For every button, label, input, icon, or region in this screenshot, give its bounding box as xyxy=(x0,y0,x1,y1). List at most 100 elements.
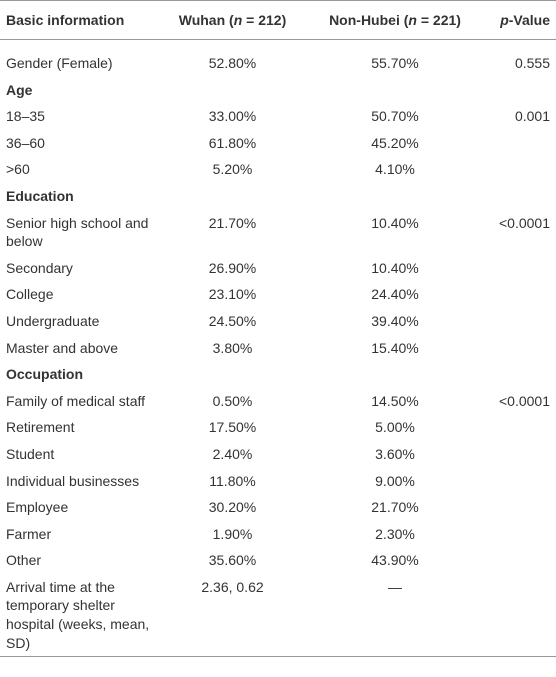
header-text: -Value xyxy=(508,12,550,28)
cell: Secondary xyxy=(6,259,73,276)
header-text: Wuhan ( xyxy=(178,12,234,28)
cell: 35.60% xyxy=(208,552,257,569)
cell xyxy=(495,130,556,157)
header-text: Basic information xyxy=(6,12,125,28)
cell: Master and above xyxy=(6,339,119,356)
table-row: >60 5.20% 4.10% xyxy=(0,156,556,183)
header-text: Non-Hubei ( xyxy=(329,12,409,28)
cell: 3.60% xyxy=(375,445,415,462)
cell: 0.555 xyxy=(514,55,550,71)
cell: 18–35 xyxy=(6,108,45,125)
cell: 10.40% xyxy=(371,214,419,231)
cell: 50.70% xyxy=(371,108,419,125)
cell: 33.00% xyxy=(208,108,257,125)
cell: Student xyxy=(6,445,55,462)
cell xyxy=(495,574,556,657)
cell: <0.0001 xyxy=(499,214,550,231)
table-row: Employee 30.20% 21.70% xyxy=(0,494,556,521)
table-row: Undergraduate 24.50% 39.40% xyxy=(0,308,556,335)
cell: 14.50% xyxy=(371,392,419,409)
cell: 23.10% xyxy=(208,286,257,303)
cell: 1.90% xyxy=(212,525,253,542)
table-row: College 23.10% 24.40% xyxy=(0,281,556,308)
cell xyxy=(495,308,556,335)
cell: 9.00% xyxy=(375,472,415,489)
cell: 21.70% xyxy=(208,214,257,231)
cell: 21.70% xyxy=(371,499,419,516)
table-header: Basic information Wuhan (n = 212) Non-Hube… xyxy=(0,0,556,40)
cell: 0.50% xyxy=(212,392,253,409)
cell: 52.80% xyxy=(208,55,257,71)
cell: 43.90% xyxy=(371,552,419,569)
cell: 4.10% xyxy=(375,161,415,178)
table-row: Student 2.40% 3.60% xyxy=(0,441,556,468)
cell xyxy=(495,255,556,282)
cell: Farmer xyxy=(6,525,52,542)
table-row: Senior high school and below 21.70% 10.40%… xyxy=(0,210,556,255)
cell: 2.40% xyxy=(212,445,253,462)
header-cell: Non-Hubei (n = 221) xyxy=(295,1,495,40)
cell: 24.50% xyxy=(208,312,257,329)
table-row: Arrival time at the temporary shelter ho… xyxy=(0,574,556,657)
table-row: Gender (Female) 52.80% 55.70% 0.555 xyxy=(0,40,556,77)
cell: 17.50% xyxy=(208,419,257,436)
cell: 3.80% xyxy=(212,339,253,356)
cell: 45.20% xyxy=(371,134,419,151)
header-cell: p-Value xyxy=(495,1,556,40)
cell: 0.001 xyxy=(514,108,550,125)
header-text: = 221) xyxy=(416,12,461,28)
cell xyxy=(495,494,556,521)
cell xyxy=(495,335,556,362)
header-text: n xyxy=(233,12,243,28)
header-text: = 212) xyxy=(242,12,287,28)
section-label: Age xyxy=(6,81,33,98)
cell: <0.0001 xyxy=(499,392,550,409)
table-row: 36–60 61.80% 45.20% xyxy=(0,130,556,157)
cell: Retirement xyxy=(6,419,75,436)
cell: 36–60 xyxy=(6,134,45,151)
cell: >60 xyxy=(6,161,30,178)
cell: 5.20% xyxy=(212,161,253,178)
cell: 11.80% xyxy=(209,472,256,489)
header-text: p xyxy=(500,12,509,28)
cell xyxy=(495,441,556,468)
cell xyxy=(495,414,556,441)
section-label: Occupation xyxy=(6,366,84,383)
cell: Other xyxy=(6,552,42,569)
cell: — xyxy=(388,578,402,595)
cell xyxy=(495,281,556,308)
cell: 39.40% xyxy=(371,312,419,329)
header-row: Basic information Wuhan (n = 212) Non-Hube… xyxy=(0,0,556,40)
cell: 24.40% xyxy=(371,286,419,303)
cell xyxy=(495,547,556,574)
table-row: Education xyxy=(0,183,556,210)
table-row: Occupation xyxy=(0,361,556,388)
cell xyxy=(495,521,556,548)
table-row: Master and above 3.80% 15.40% xyxy=(0,335,556,362)
cell: 2.30% xyxy=(375,525,415,542)
cell: 30.20% xyxy=(208,499,257,516)
table-body: Gender (Female) 52.80% 55.70% 0.555 Age 18–35… xyxy=(0,40,556,657)
table-row: Individual businesses 11.80% 9.00% xyxy=(0,468,556,495)
cell: 15.40% xyxy=(371,339,419,356)
table-row: Secondary 26.90% 10.40% xyxy=(0,255,556,282)
header-cell: Wuhan (n = 212) xyxy=(170,1,295,40)
cell: Undergraduate xyxy=(6,312,100,329)
cell xyxy=(495,468,556,495)
cell: Employee xyxy=(6,499,69,516)
cell: Individual businesses xyxy=(6,472,140,489)
section-label: Education xyxy=(6,187,74,204)
cell: 5.00% xyxy=(375,419,415,436)
table-row: Retirement 17.50% 5.00% xyxy=(0,414,556,441)
table-row: Farmer 1.90% 2.30% xyxy=(0,521,556,548)
table-row: Age xyxy=(0,77,556,104)
cell: 61.80% xyxy=(208,134,257,151)
cell: Arrival time at the temporary shelter ho… xyxy=(6,578,150,651)
cell: 26.90% xyxy=(208,259,257,276)
table-row: Other 35.60% 43.90% xyxy=(0,547,556,574)
data-table: Basic information Wuhan (n = 212) Non-Hube… xyxy=(0,0,556,657)
header-cell: Basic information xyxy=(0,1,170,40)
header-text: n xyxy=(408,12,417,28)
cell: Family of medical staff xyxy=(6,392,146,409)
